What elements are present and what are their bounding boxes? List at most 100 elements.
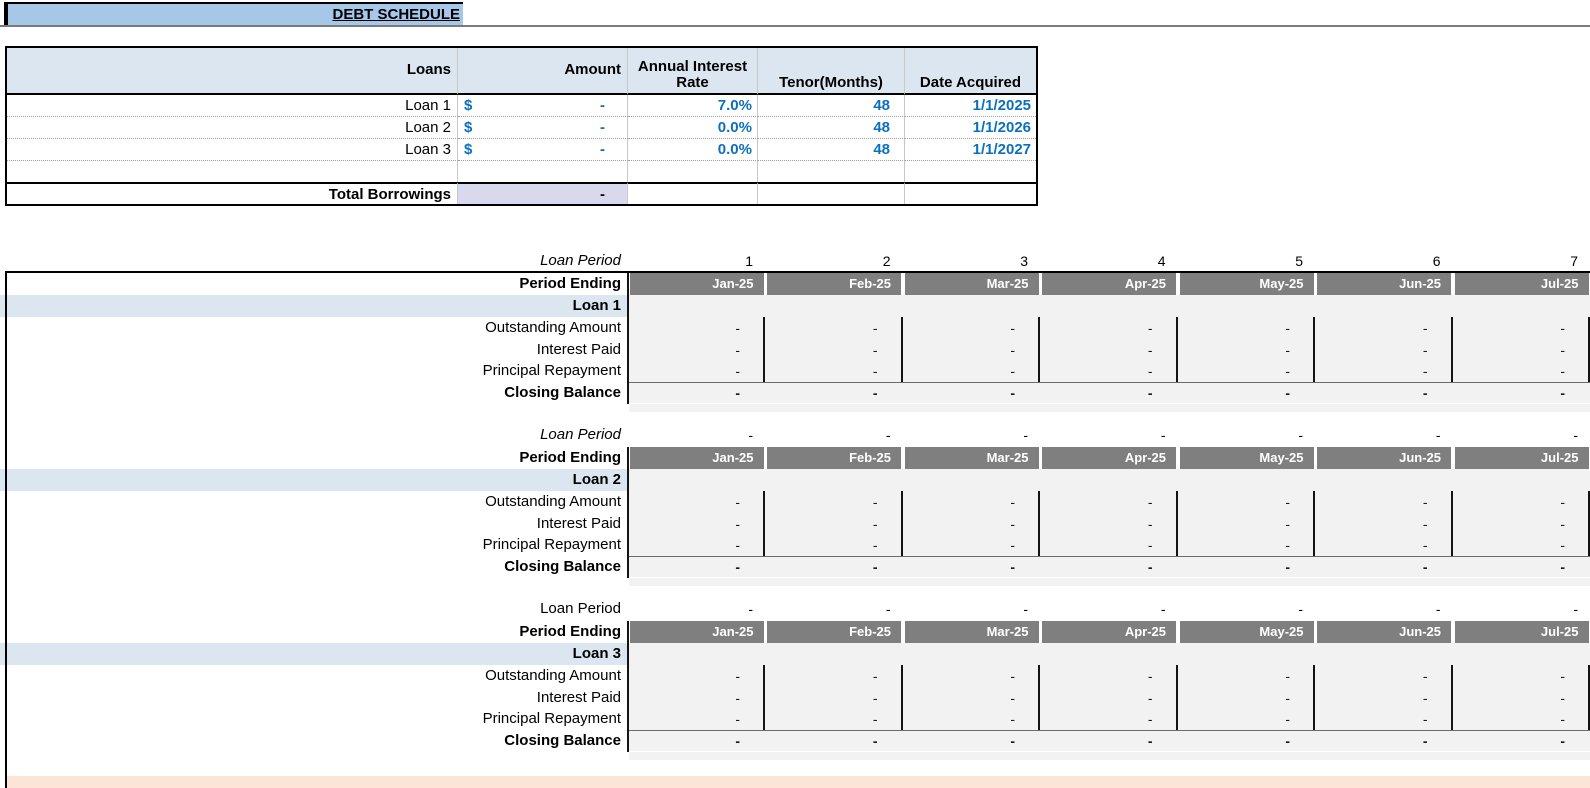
loan-period-cell[interactable]: - xyxy=(1160,427,1166,443)
outstanding-amount-cell[interactable]: - xyxy=(735,494,740,510)
period-ending-month-cell[interactable]: Apr-25 xyxy=(1042,273,1176,295)
outstanding-amount-cell[interactable]: - xyxy=(1010,320,1015,336)
outstanding-amount-cell[interactable]: - xyxy=(1422,494,1428,510)
outstanding-amount-cell[interactable]: - xyxy=(1422,320,1428,336)
empty-cell[interactable] xyxy=(905,182,1036,204)
interest-paid-cell[interactable]: - xyxy=(735,690,740,706)
closing-balance-cell[interactable]: - xyxy=(1560,385,1565,401)
period-ending-month-cell[interactable]: Jul-25 xyxy=(1454,447,1589,469)
loan-period-cell[interactable]: - xyxy=(1573,601,1578,617)
period-ending-month-cell[interactable]: Apr-25 xyxy=(1042,447,1176,469)
outstanding-amount-cell[interactable]: - xyxy=(1422,668,1428,684)
principal-repayment-cell[interactable]: - xyxy=(1285,363,1290,379)
loan-date-cell[interactable]: 1/1/2025 xyxy=(905,95,1036,117)
principal-repayment-cell[interactable]: - xyxy=(1147,363,1153,379)
sheet-title-cell[interactable]: DEBT SCHEDULE xyxy=(4,2,463,25)
closing-balance-cell[interactable]: - xyxy=(1147,385,1153,401)
closing-balance-cell[interactable]: - xyxy=(1010,559,1015,575)
closing-balance-cell[interactable]: - xyxy=(1285,385,1290,401)
loan-tenor-cell[interactable]: 48 xyxy=(758,139,905,161)
closing-balance-cell[interactable]: - xyxy=(735,385,740,401)
principal-repayment-cell[interactable]: - xyxy=(1010,711,1015,727)
outstanding-amount-cell[interactable]: - xyxy=(872,320,878,336)
loan-name-cell[interactable]: Loan 2 xyxy=(7,117,458,139)
loan-period-cell[interactable]: - xyxy=(1435,427,1441,443)
interest-paid-cell[interactable]: - xyxy=(1147,516,1153,532)
closing-balance-cell[interactable]: - xyxy=(1285,559,1290,575)
outstanding-amount-cell[interactable]: - xyxy=(1010,494,1015,510)
loan-period-cell[interactable]: - xyxy=(748,601,753,617)
interest-paid-cell[interactable]: - xyxy=(872,342,878,358)
principal-repayment-cell[interactable]: - xyxy=(1010,363,1015,379)
principal-repayment-cell[interactable]: - xyxy=(1010,537,1015,553)
period-ending-month-cell[interactable]: Jan-25 xyxy=(629,447,764,469)
period-ending-month-cell[interactable]: Mar-25 xyxy=(904,621,1039,643)
period-ending-month-cell[interactable]: Jun-25 xyxy=(1317,621,1451,643)
loan-period-cell[interactable]: - xyxy=(748,427,753,443)
principal-repayment-cell[interactable]: - xyxy=(1422,537,1428,553)
outstanding-amount-cell[interactable]: - xyxy=(1560,668,1565,684)
interest-paid-cell[interactable]: - xyxy=(1285,516,1290,532)
outstanding-amount-cell[interactable]: - xyxy=(1560,494,1565,510)
empty-cell[interactable] xyxy=(458,161,628,182)
principal-repayment-cell[interactable]: - xyxy=(1285,711,1290,727)
period-ending-month-cell[interactable]: Mar-25 xyxy=(904,273,1039,295)
loan-period-cell[interactable]: - xyxy=(1023,427,1028,443)
principal-repayment-cell[interactable]: - xyxy=(1422,711,1428,727)
empty-cell[interactable] xyxy=(7,161,458,182)
outstanding-amount-cell[interactable]: - xyxy=(1285,668,1290,684)
principal-repayment-cell[interactable]: - xyxy=(735,363,740,379)
outstanding-amount-cell[interactable]: - xyxy=(1147,320,1153,336)
loan-period-cell[interactable]: - xyxy=(1435,601,1441,617)
interest-paid-cell[interactable]: - xyxy=(1147,690,1153,706)
outstanding-amount-cell[interactable]: - xyxy=(1010,668,1015,684)
period-ending-month-cell[interactable]: Mar-25 xyxy=(904,447,1039,469)
closing-balance-cell[interactable]: - xyxy=(735,559,740,575)
loan-date-cell[interactable]: 1/1/2027 xyxy=(905,139,1036,161)
interest-paid-cell[interactable]: - xyxy=(1422,516,1428,532)
period-ending-month-cell[interactable]: Jan-25 xyxy=(629,273,764,295)
empty-cell[interactable] xyxy=(758,161,905,182)
closing-balance-cell[interactable]: - xyxy=(872,733,878,749)
loan-amount-cell[interactable]: $ - xyxy=(458,139,628,161)
closing-balance-cell[interactable]: - xyxy=(1285,733,1290,749)
principal-repayment-cell[interactable]: - xyxy=(872,363,878,379)
period-ending-month-cell[interactable]: Jul-25 xyxy=(1454,621,1589,643)
interest-paid-cell[interactable]: - xyxy=(872,690,878,706)
closing-balance-cell[interactable]: - xyxy=(1560,733,1565,749)
loan-tenor-cell[interactable]: 48 xyxy=(758,95,905,117)
interest-paid-cell[interactable]: - xyxy=(1010,690,1015,706)
outstanding-amount-cell[interactable]: - xyxy=(1285,494,1290,510)
loan-period-cell[interactable]: 1 xyxy=(745,253,753,269)
outstanding-amount-cell[interactable]: - xyxy=(872,668,878,684)
closing-balance-cell[interactable]: - xyxy=(872,559,878,575)
period-ending-month-cell[interactable]: Feb-25 xyxy=(767,621,901,643)
total-borrowings-value[interactable]: - xyxy=(458,182,628,204)
interest-paid-cell[interactable]: - xyxy=(735,342,740,358)
interest-paid-cell[interactable]: - xyxy=(1285,342,1290,358)
period-ending-month-cell[interactable]: Jun-25 xyxy=(1317,447,1451,469)
outstanding-amount-cell[interactable]: - xyxy=(735,668,740,684)
interest-paid-cell[interactable]: - xyxy=(1422,690,1428,706)
principal-repayment-cell[interactable]: - xyxy=(1422,363,1428,379)
period-ending-month-cell[interactable]: Jun-25 xyxy=(1317,273,1451,295)
principal-repayment-cell[interactable]: - xyxy=(1147,711,1153,727)
outstanding-amount-cell[interactable]: - xyxy=(735,320,740,336)
loan-rate-cell[interactable]: 0.0% xyxy=(628,139,758,161)
loan-period-cell[interactable]: 3 xyxy=(1020,253,1028,269)
loan-period-cell[interactable]: - xyxy=(1298,601,1303,617)
closing-balance-cell[interactable]: - xyxy=(1422,559,1428,575)
loan-amount-cell[interactable]: $ - xyxy=(458,95,628,117)
principal-repayment-cell[interactable]: - xyxy=(735,537,740,553)
interest-paid-cell[interactable]: - xyxy=(1560,342,1565,358)
period-ending-month-cell[interactable]: Feb-25 xyxy=(767,447,901,469)
outstanding-amount-cell[interactable]: - xyxy=(1560,320,1565,336)
loan-rate-cell[interactable]: 0.0% xyxy=(628,117,758,139)
loan-name-cell[interactable]: Loan 3 xyxy=(7,139,458,161)
loan-name-cell[interactable]: Loan 1 xyxy=(7,95,458,117)
closing-balance-cell[interactable]: - xyxy=(735,733,740,749)
outstanding-amount-cell[interactable]: - xyxy=(872,494,878,510)
principal-repayment-cell[interactable]: - xyxy=(1285,537,1290,553)
interest-paid-cell[interactable]: - xyxy=(1285,690,1290,706)
period-ending-month-cell[interactable]: May-25 xyxy=(1179,447,1314,469)
